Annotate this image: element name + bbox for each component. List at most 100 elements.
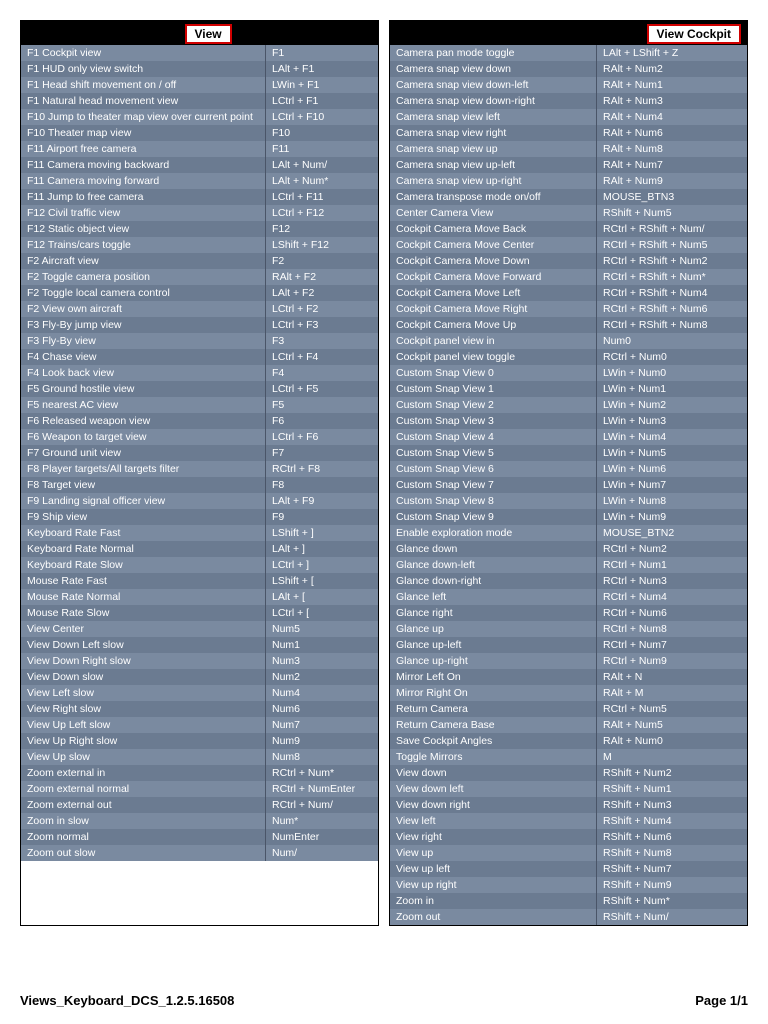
action-cell: F5 Ground hostile view — [21, 381, 266, 397]
key-cell: Num/ — [266, 845, 378, 861]
action-cell: View left — [390, 813, 597, 829]
binding-row: Camera pan mode toggleLAlt + LShift + Z — [390, 45, 747, 61]
key-cell: LWin + Num1 — [597, 381, 747, 397]
key-cell: M — [597, 749, 747, 765]
binding-row: Keyboard Rate SlowLCtrl + ] — [21, 557, 378, 573]
action-cell: Cockpit Camera Move Back — [390, 221, 597, 237]
action-cell: Custom Snap View 6 — [390, 461, 597, 477]
binding-row: View Down Right slowNum3 — [21, 653, 378, 669]
binding-row: View rightRShift + Num6 — [390, 829, 747, 845]
action-cell: Camera snap view down-right — [390, 93, 597, 109]
binding-row: View Left slowNum4 — [21, 685, 378, 701]
action-cell: Camera snap view up — [390, 141, 597, 157]
key-cell: RCtrl + Num9 — [597, 653, 747, 669]
key-cell: RShift + Num6 — [597, 829, 747, 845]
key-cell: F12 — [266, 221, 378, 237]
binding-row: F9 Landing signal officer viewLAlt + F9 — [21, 493, 378, 509]
view-cockpit-rows: Camera pan mode toggleLAlt + LShift + ZC… — [390, 45, 747, 925]
binding-row: Glance up-rightRCtrl + Num9 — [390, 653, 747, 669]
action-cell: Camera snap view up-right — [390, 173, 597, 189]
key-cell: RAlt + F2 — [266, 269, 378, 285]
key-cell: LWin + Num3 — [597, 413, 747, 429]
action-cell: F1 Head shift movement on / off — [21, 77, 266, 93]
binding-row: Zoom external outRCtrl + Num/ — [21, 797, 378, 813]
binding-row: Glance rightRCtrl + Num6 — [390, 605, 747, 621]
binding-row: Glance up-leftRCtrl + Num7 — [390, 637, 747, 653]
key-cell: LCtrl + F3 — [266, 317, 378, 333]
action-cell: Camera snap view up-left — [390, 157, 597, 173]
binding-row: F9 Ship viewF9 — [21, 509, 378, 525]
binding-row: F2 Aircraft viewF2 — [21, 253, 378, 269]
action-cell: View Down Left slow — [21, 637, 266, 653]
action-cell: F1 Cockpit view — [21, 45, 266, 61]
binding-row: Camera snap view upRAlt + Num8 — [390, 141, 747, 157]
key-cell: MOUSE_BTN2 — [597, 525, 747, 541]
binding-row: Mirror Left OnRAlt + N — [390, 669, 747, 685]
binding-row: Return Camera BaseRAlt + Num5 — [390, 717, 747, 733]
action-cell: Camera pan mode toggle — [390, 45, 597, 61]
action-cell: F4 Chase view — [21, 349, 266, 365]
action-cell: F10 Jump to theater map view over curren… — [21, 109, 266, 125]
action-cell: F6 Released weapon view — [21, 413, 266, 429]
panels-container: View F1 Cockpit viewF1F1 HUD only view s… — [0, 0, 768, 926]
key-cell: LShift + [ — [266, 573, 378, 589]
binding-row: View Down slowNum2 — [21, 669, 378, 685]
key-cell: LWin + Num7 — [597, 477, 747, 493]
action-cell: Camera snap view down-left — [390, 77, 597, 93]
action-cell: View right — [390, 829, 597, 845]
key-cell: F9 — [266, 509, 378, 525]
key-cell: LWin + Num4 — [597, 429, 747, 445]
key-cell: F4 — [266, 365, 378, 381]
key-cell: RCtrl + Num2 — [597, 541, 747, 557]
binding-row: Mirror Right OnRAlt + M — [390, 685, 747, 701]
binding-row: Cockpit Camera Move CenterRCtrl + RShift… — [390, 237, 747, 253]
key-cell: Num6 — [266, 701, 378, 717]
key-cell: LCtrl + F11 — [266, 189, 378, 205]
binding-row: F1 Cockpit viewF1 — [21, 45, 378, 61]
key-cell: F1 — [266, 45, 378, 61]
key-cell: RCtrl + Num3 — [597, 573, 747, 589]
action-cell: View up right — [390, 877, 597, 893]
key-cell: LWin + Num0 — [597, 365, 747, 381]
view-rows: F1 Cockpit viewF1F1 HUD only view switch… — [21, 45, 378, 861]
action-cell: Cockpit panel view toggle — [390, 349, 597, 365]
action-cell: F5 nearest AC view — [21, 397, 266, 413]
binding-row: Camera snap view down-leftRAlt + Num1 — [390, 77, 747, 93]
action-cell: Mirror Left On — [390, 669, 597, 685]
binding-row: View Up Left slowNum7 — [21, 717, 378, 733]
key-cell: NumEnter — [266, 829, 378, 845]
action-cell: View down right — [390, 797, 597, 813]
binding-row: F1 Head shift movement on / offLWin + F1 — [21, 77, 378, 93]
binding-row: Custom Snap View 3LWin + Num3 — [390, 413, 747, 429]
key-cell: LShift + ] — [266, 525, 378, 541]
key-cell: LAlt + F2 — [266, 285, 378, 301]
binding-row: Cockpit Camera Move ForwardRCtrl + RShif… — [390, 269, 747, 285]
binding-row: F6 Released weapon viewF6 — [21, 413, 378, 429]
key-cell: F5 — [266, 397, 378, 413]
binding-row: F11 Jump to free cameraLCtrl + F11 — [21, 189, 378, 205]
key-cell: LCtrl + F2 — [266, 301, 378, 317]
action-cell: Cockpit Camera Move Center — [390, 237, 597, 253]
key-cell: RShift + Num9 — [597, 877, 747, 893]
key-cell: LWin + Num6 — [597, 461, 747, 477]
action-cell: F11 Jump to free camera — [21, 189, 266, 205]
binding-row: Center Camera ViewRShift + Num5 — [390, 205, 747, 221]
action-cell: View down — [390, 765, 597, 781]
binding-row: Camera snap view down-rightRAlt + Num3 — [390, 93, 747, 109]
binding-row: View Up Right slowNum9 — [21, 733, 378, 749]
action-cell: View up — [390, 845, 597, 861]
binding-row: F4 Look back viewF4 — [21, 365, 378, 381]
binding-row: Zoom external inRCtrl + Num* — [21, 765, 378, 781]
binding-row: Glance downRCtrl + Num2 — [390, 541, 747, 557]
key-cell: Num7 — [266, 717, 378, 733]
key-cell: RCtrl + Num8 — [597, 621, 747, 637]
binding-row: Custom Snap View 7LWin + Num7 — [390, 477, 747, 493]
binding-row: F11 Camera moving forwardLAlt + Num* — [21, 173, 378, 189]
key-cell: LCtrl + F6 — [266, 429, 378, 445]
action-cell: F6 Weapon to target view — [21, 429, 266, 445]
binding-row: Zoom in slowNum* — [21, 813, 378, 829]
binding-row: View Up slowNum8 — [21, 749, 378, 765]
key-cell: LWin + Num5 — [597, 445, 747, 461]
key-cell: LCtrl + F12 — [266, 205, 378, 221]
binding-row: Camera snap view leftRAlt + Num4 — [390, 109, 747, 125]
